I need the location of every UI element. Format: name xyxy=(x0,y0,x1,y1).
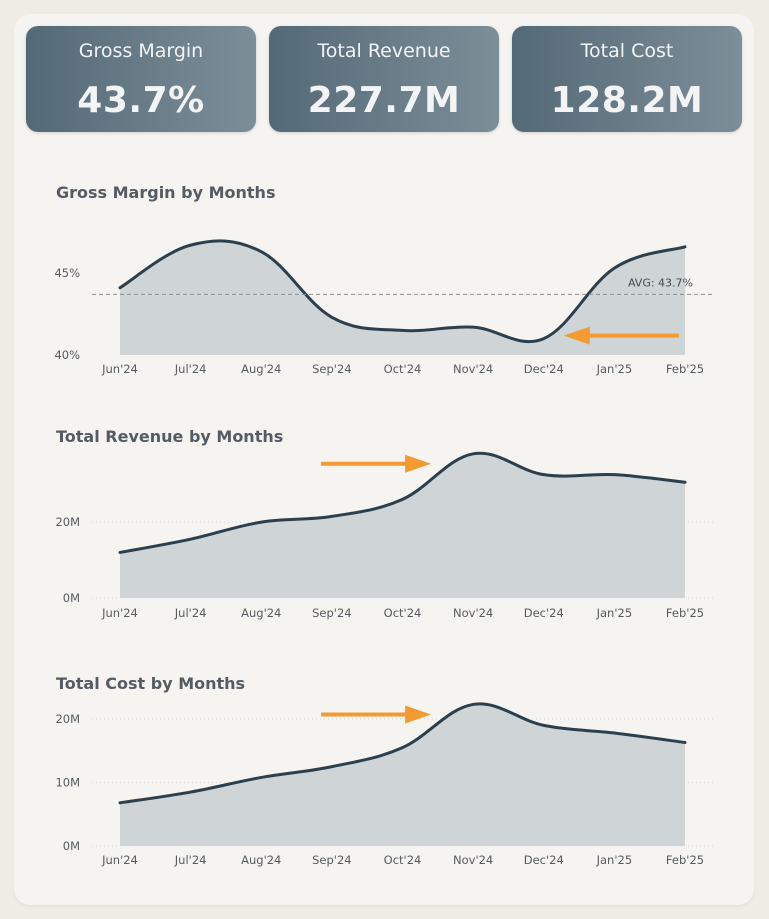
y-tick-label: 0M xyxy=(63,591,80,605)
kpi-value: 227.7M xyxy=(307,80,461,121)
data-point-Feb'25[interactable] xyxy=(682,479,688,485)
data-point-Oct'24[interactable] xyxy=(400,327,406,333)
data-point-Sep'24[interactable] xyxy=(329,764,335,770)
x-tick-label: Dec'24 xyxy=(524,853,564,867)
kpi-value: 43.7% xyxy=(77,80,205,121)
data-point-Jan'25[interactable] xyxy=(611,265,617,271)
series-area xyxy=(120,453,685,598)
data-point-Oct'24[interactable] xyxy=(400,745,406,751)
x-tick-label: Oct'24 xyxy=(384,606,422,620)
data-point-Dec'24[interactable] xyxy=(541,722,547,728)
x-tick-label: Jun'24 xyxy=(101,853,138,867)
x-tick-label: Jul'24 xyxy=(174,606,207,620)
annotation-arrow xyxy=(321,705,432,724)
x-tick-label: Aug'24 xyxy=(241,362,281,376)
total-revenue-chart[interactable]: Total Revenue by Months 0M 20M Jun'24 Jul'2… xyxy=(0,405,769,635)
y-tick-label: 20M xyxy=(55,712,80,726)
x-tick-label: Jan'25 xyxy=(596,362,633,376)
x-tick-label: Sep'24 xyxy=(312,606,351,620)
x-tick-label: Sep'24 xyxy=(312,853,351,867)
x-tick-label: Nov'24 xyxy=(453,362,493,376)
data-point-Nov'24[interactable] xyxy=(470,451,476,457)
x-tick-label: Oct'24 xyxy=(384,853,422,867)
x-tick-label: Sep'24 xyxy=(312,362,351,376)
x-tick-label: Oct'24 xyxy=(384,362,422,376)
data-point-Jul'24[interactable] xyxy=(188,242,194,248)
data-point-Aug'24[interactable] xyxy=(258,774,264,780)
x-tick-label: Nov'24 xyxy=(453,606,493,620)
chart-title: Gross Margin by Months xyxy=(56,183,275,202)
kpi-card-gross-margin[interactable]: Gross Margin 43.7% xyxy=(26,26,256,132)
gross-margin-chart[interactable]: Gross Margin by Months 40% 45% AVG: 43.7% J… xyxy=(0,160,769,390)
y-tick-label: 0M xyxy=(63,839,80,853)
data-point-Oct'24[interactable] xyxy=(400,496,406,502)
data-point-Dec'24[interactable] xyxy=(541,336,547,342)
x-tick-label: Jun'24 xyxy=(101,362,138,376)
x-tick-label: Jul'24 xyxy=(174,853,207,867)
data-point-Jan'25[interactable] xyxy=(611,730,617,736)
kpi-title: Total Revenue xyxy=(317,40,451,62)
series-line xyxy=(118,239,687,344)
series-area xyxy=(120,703,685,846)
y-tick-label: 45% xyxy=(54,266,80,280)
kpi-title: Gross Margin xyxy=(78,40,204,62)
x-tick-label: Aug'24 xyxy=(241,606,281,620)
data-point-Nov'24[interactable] xyxy=(470,701,476,707)
kpi-card-total-cost[interactable]: Total Cost 128.2M xyxy=(512,26,742,132)
data-point-Jun'24[interactable] xyxy=(117,549,123,555)
x-tick-label: Jun'24 xyxy=(101,606,138,620)
data-point-Dec'24[interactable] xyxy=(541,472,547,478)
data-point-Aug'24[interactable] xyxy=(258,519,264,525)
x-tick-label: Feb'25 xyxy=(666,606,704,620)
data-point-Jun'24[interactable] xyxy=(117,800,123,806)
total-cost-chart[interactable]: Total Cost by Months 0M 10M 20M Jun'24 Jul'2… xyxy=(0,650,769,880)
y-tick-label: 40% xyxy=(54,348,80,362)
x-tick-label: Dec'24 xyxy=(524,606,564,620)
x-tick-label: Feb'25 xyxy=(666,853,704,867)
annotation-arrow xyxy=(321,454,432,473)
kpi-title: Total Cost xyxy=(580,40,674,62)
series-area xyxy=(120,240,685,355)
x-tick-label: Feb'25 xyxy=(666,362,704,376)
annotation-arrow xyxy=(563,326,679,345)
data-point-Jul'24[interactable] xyxy=(188,536,194,542)
data-point-Jul'24[interactable] xyxy=(188,789,194,795)
data-point-Sep'24[interactable] xyxy=(329,314,335,320)
kpi-card-total-revenue[interactable]: Total Revenue 227.7M xyxy=(269,26,499,132)
data-point-Feb'25[interactable] xyxy=(682,244,688,250)
data-point-Sep'24[interactable] xyxy=(329,513,335,519)
data-point-Jun'24[interactable] xyxy=(117,285,123,291)
x-tick-label: Jan'25 xyxy=(596,853,633,867)
chart-title: Total Cost by Months xyxy=(56,674,245,693)
x-tick-label: Nov'24 xyxy=(453,853,493,867)
y-tick-label: 10M xyxy=(55,776,80,790)
data-point-Nov'24[interactable] xyxy=(470,324,476,330)
data-point-Aug'24[interactable] xyxy=(258,249,264,255)
data-point-Jan'25[interactable] xyxy=(611,472,617,478)
series-line xyxy=(118,702,687,805)
x-tick-label: Jan'25 xyxy=(596,606,633,620)
chart-title: Total Revenue by Months xyxy=(56,427,283,446)
y-tick-label: 20M xyxy=(55,515,80,529)
series-line xyxy=(118,451,687,554)
x-tick-label: Dec'24 xyxy=(524,362,564,376)
data-point-Feb'25[interactable] xyxy=(682,740,688,746)
average-label: AVG: 43.7% xyxy=(628,276,693,289)
x-tick-label: Aug'24 xyxy=(241,853,281,867)
x-tick-label: Jul'24 xyxy=(174,362,207,376)
kpi-value: 128.2M xyxy=(550,80,704,121)
